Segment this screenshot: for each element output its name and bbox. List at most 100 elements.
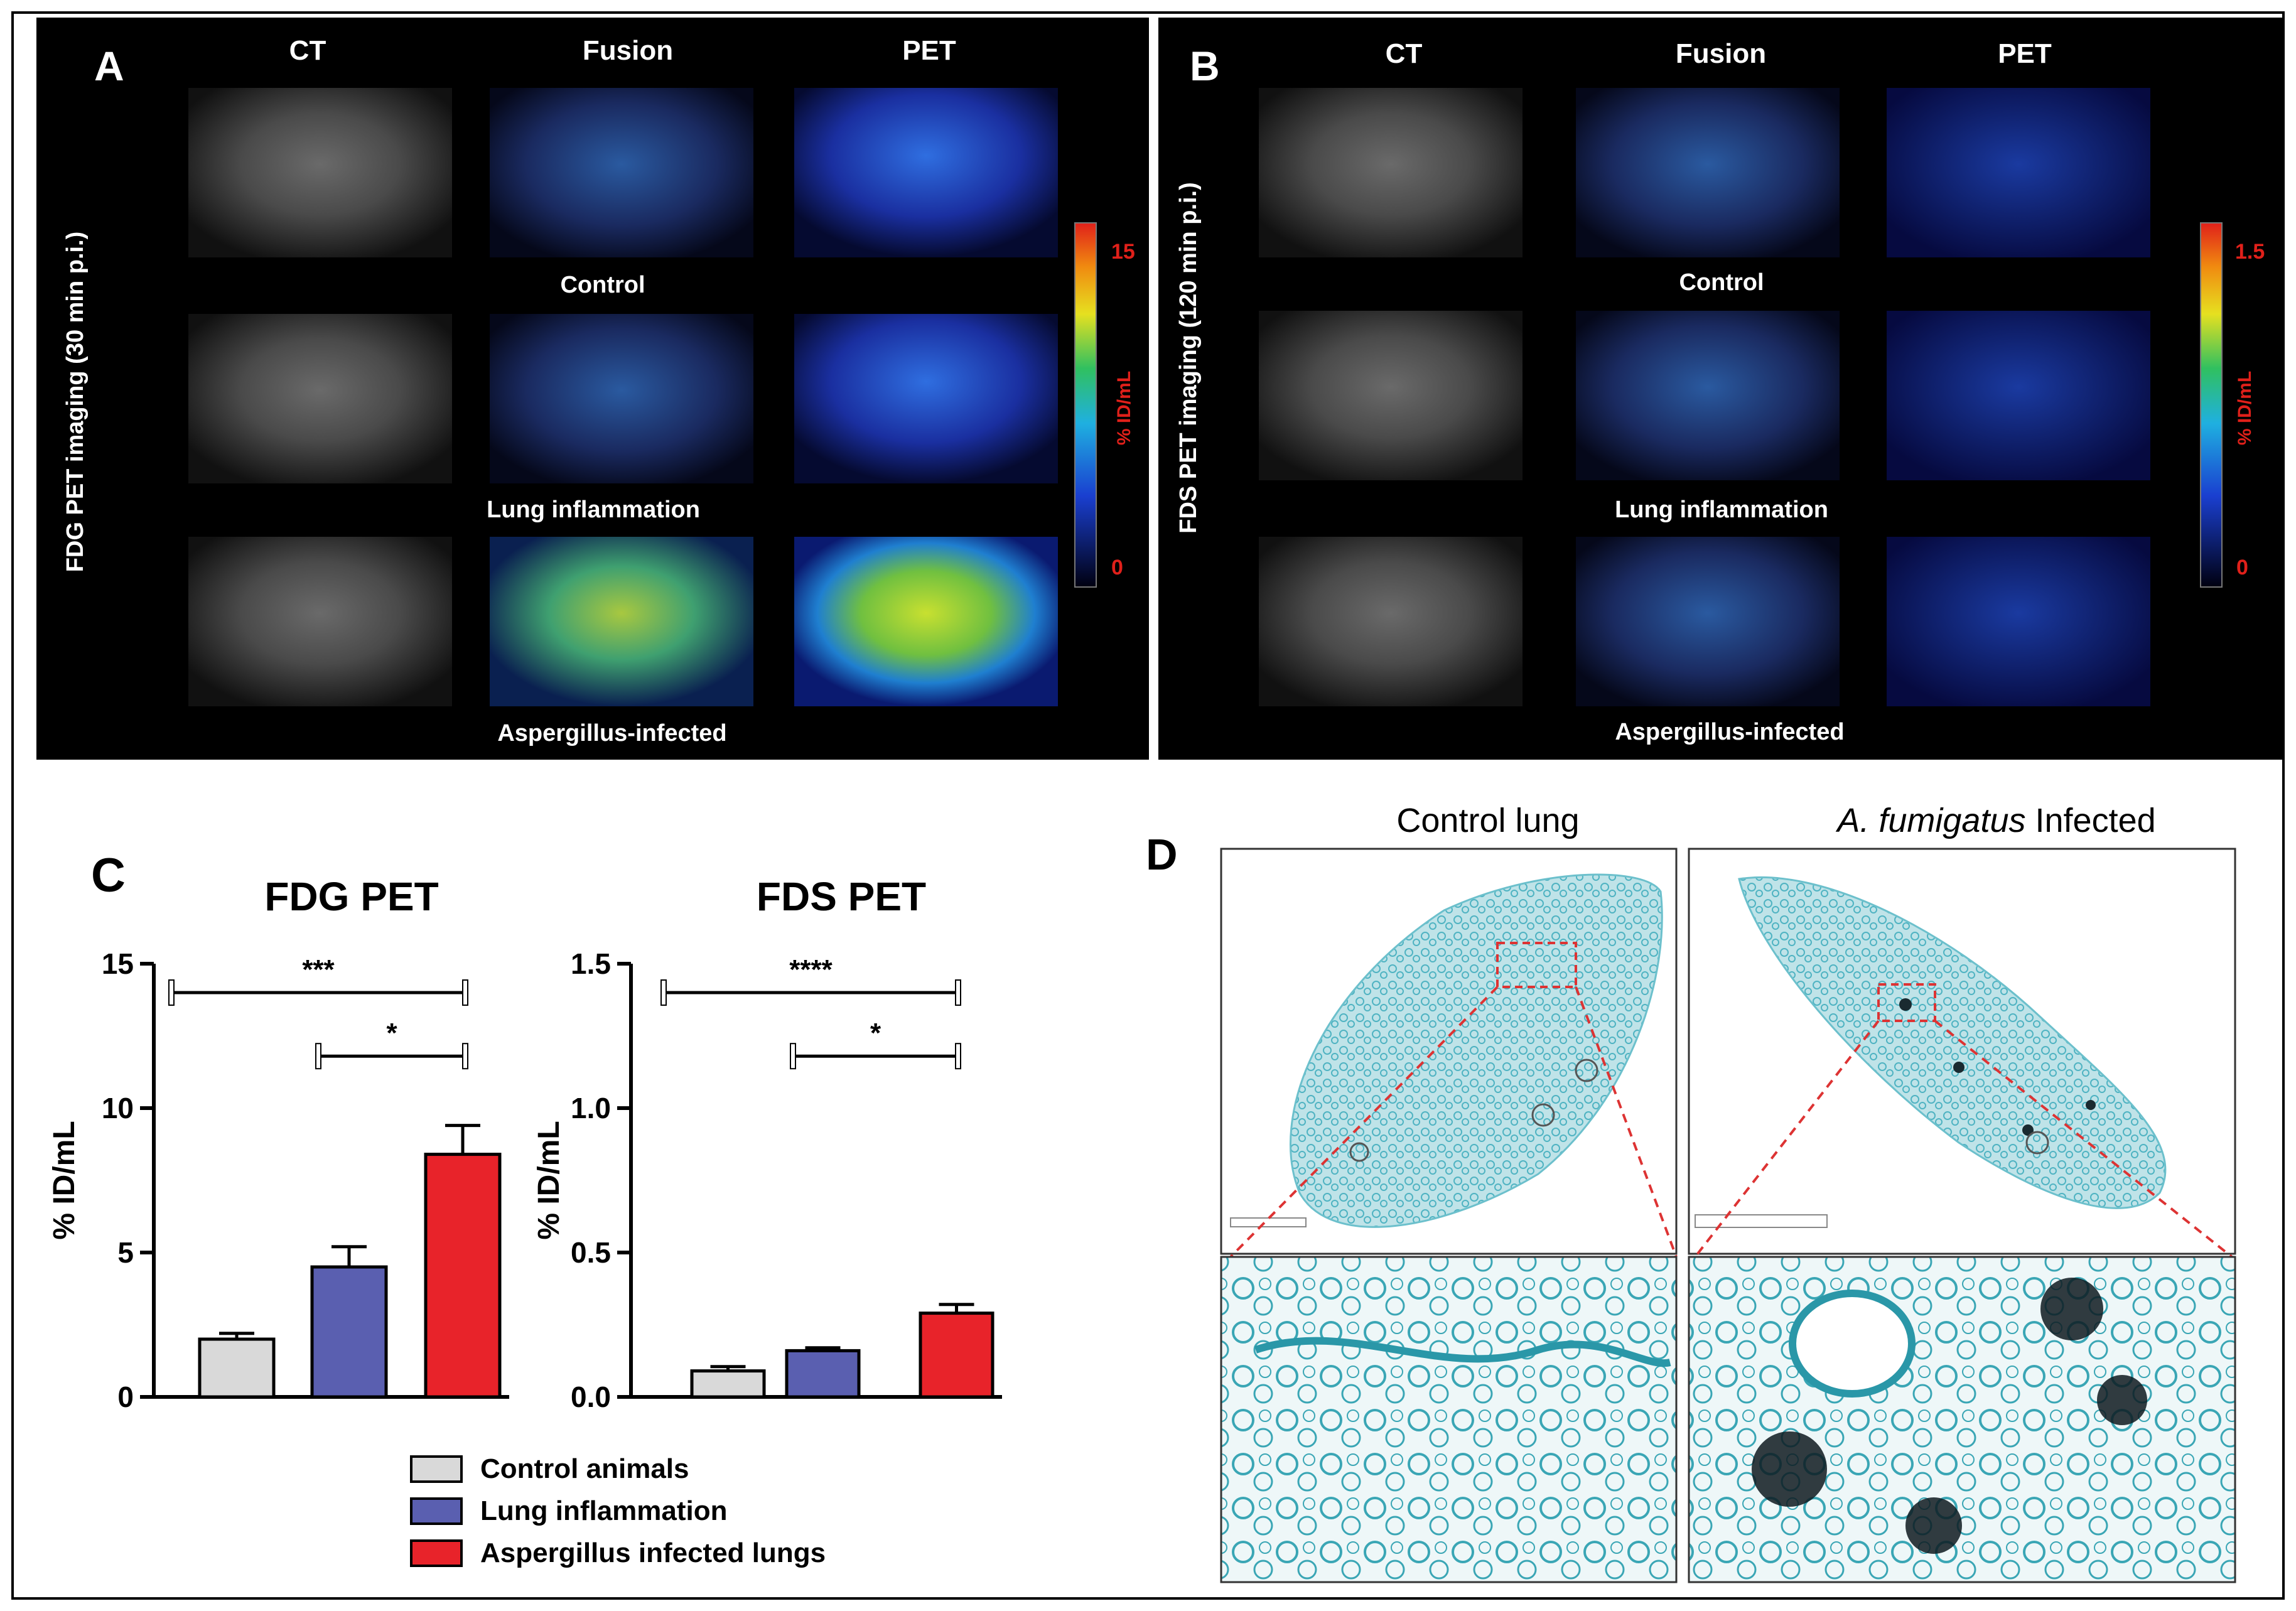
panel-a-col-fusion: Fusion	[583, 35, 673, 66]
panel-a-colorbar-min: 0	[1111, 556, 1123, 579]
panel-b-ct-infected	[1259, 537, 1523, 706]
panel-b-row-infected: Aspergillus-infected	[1615, 719, 1844, 745]
significance-bracket-end	[955, 1043, 961, 1070]
y-tick-label: 0.5	[571, 1236, 611, 1269]
significance-bracket-end	[790, 1043, 796, 1070]
control-vessel-wall	[1254, 1337, 1671, 1367]
panel-a-fusion-infected	[490, 537, 753, 706]
control-bubble	[1575, 1059, 1598, 1082]
panel-d-title-suffix: Infected	[2026, 802, 2156, 839]
legend-label-inflammation: Lung inflammation	[480, 1495, 728, 1526]
panel-a-side-label: FDG PET imaging (30 min p.i.)	[62, 232, 89, 573]
panel-a-pet-inflammation	[794, 314, 1058, 483]
y-axis-label: % ID/mL	[532, 1121, 566, 1239]
panel-a-pet-infected	[794, 537, 1058, 706]
fungal-lesion	[1899, 998, 1912, 1011]
y-axis-label: % ID/mL	[48, 1121, 81, 1239]
significance-bracket-end	[315, 1043, 321, 1070]
infected-zoom-line-left	[1694, 1020, 1880, 1258]
legend-label-infected: Aspergillus infected lungs	[480, 1538, 826, 1568]
fungal-lesion	[2086, 1100, 2096, 1110]
significance-label: *	[386, 1018, 397, 1048]
infected-zoom-line-right	[1934, 1020, 2233, 1258]
panel-d-title-right: A. fumigatus Infected	[1835, 802, 2155, 839]
significance-bracket-end	[462, 979, 468, 1006]
y-tick-label: 0.0	[571, 1381, 611, 1413]
significance-bracket-end	[660, 979, 667, 1006]
panel-c-letter: C	[91, 849, 126, 902]
panel-a-row-infected: Aspergillus-infected	[497, 720, 726, 746]
significance-bracket-end	[168, 979, 175, 1006]
panel-b-side-label: FDS PET imaging (120 min p.i.)	[1175, 182, 1202, 534]
panel-a-ct-control	[188, 88, 452, 257]
panel-b-colorbar-unit: % ID/mL	[2234, 371, 2255, 445]
panel-d-letter: D	[1146, 830, 1178, 879]
outer-frame	[11, 11, 2285, 1600]
panel-b-ct-control	[1259, 88, 1523, 257]
panel-b-pet-inflammation	[1887, 311, 2150, 480]
panel-a-col-ct: CT	[289, 35, 326, 66]
y-tick-label: 10	[102, 1092, 134, 1124]
histology-infected-zoom	[1688, 1256, 2236, 1583]
bar-infected	[424, 1153, 502, 1399]
panel-a-fusion-control	[490, 88, 753, 257]
panel-a-colorbar	[1074, 222, 1097, 588]
significance-bracket-end	[462, 1043, 468, 1070]
panel-a-ct-infected	[188, 537, 452, 706]
panel-d: D Control lung A. fumigatus Infected	[1146, 802, 2236, 1583]
panel-d-title-species: A. fumigatus	[1835, 802, 2025, 839]
panel-b-letter: B	[1190, 43, 1220, 89]
infected-bubble	[2025, 1131, 2049, 1155]
y-tick-label: 15	[102, 947, 134, 980]
panel-a-colorbar-max: 15	[1111, 240, 1135, 264]
infected-scale-bar	[1695, 1214, 1828, 1228]
control-lung-section	[1290, 873, 1663, 1228]
y-tick-label: 0	[117, 1381, 134, 1413]
panel-b: B CT Fusion PET FDS PET imaging (120 min…	[1158, 18, 2282, 760]
panel-b-pet-control	[1887, 88, 2150, 257]
legend-swatch-control	[410, 1455, 463, 1483]
infected-airway	[1789, 1290, 1916, 1398]
fungal-hyphae-cluster	[1905, 1497, 1962, 1554]
panel-a-letter: A	[94, 43, 124, 89]
panel-a: A CT Fusion PET FDG PET imaging (30 min …	[36, 18, 1149, 760]
panel-a-ct-inflammation	[188, 314, 452, 483]
panel-b-fusion-inflammation	[1576, 311, 1840, 480]
panel-a-colorbar-unit: % ID/mL	[1114, 371, 1135, 445]
panel-b-pet-infected	[1887, 537, 2150, 706]
histology-control-zoom	[1220, 1256, 1678, 1583]
panel-a-pet-control	[794, 88, 1058, 257]
panel-b-col-pet: PET	[1998, 38, 2052, 69]
control-zoom-line-right	[1575, 986, 1678, 1258]
panel-b-colorbar-max: 1.5	[2235, 240, 2265, 264]
panel-b-ct-inflammation	[1259, 311, 1523, 480]
control-bubble	[1531, 1103, 1555, 1127]
bar-control	[198, 1337, 276, 1399]
panel-b-fusion-control	[1576, 88, 1840, 257]
chart-legend: Control animals Lung inflammation Asperg…	[410, 1453, 826, 1568]
significance-label: *	[870, 1018, 881, 1048]
fungal-lesion	[1953, 1062, 1965, 1073]
control-zoom-line-left	[1229, 986, 1499, 1258]
fungal-hyphae-cluster	[1752, 1431, 1827, 1507]
bar-inflammation	[310, 1265, 388, 1399]
panel-b-row-inflammation: Lung inflammation	[1615, 497, 1828, 523]
y-tick-label: 1.5	[571, 947, 611, 980]
panel-a-col-pet: PET	[902, 35, 956, 66]
panel-d-title-left: Control lung	[1396, 802, 1579, 839]
significance-label: ***	[302, 954, 335, 985]
bar-inflammation	[785, 1349, 861, 1399]
panel-a-fusion-inflammation	[490, 314, 753, 483]
legend-swatch-infected	[410, 1539, 463, 1567]
legend-swatch-inflammation	[410, 1497, 463, 1525]
significance-label: ****	[789, 954, 833, 985]
bar-control	[690, 1369, 766, 1399]
legend-label-control: Control animals	[480, 1453, 689, 1484]
chart-title: FDG PET	[264, 874, 438, 919]
panel-b-row-control: Control	[1679, 269, 1764, 296]
control-bubble	[1349, 1142, 1369, 1162]
control-scale-bar	[1230, 1217, 1307, 1227]
